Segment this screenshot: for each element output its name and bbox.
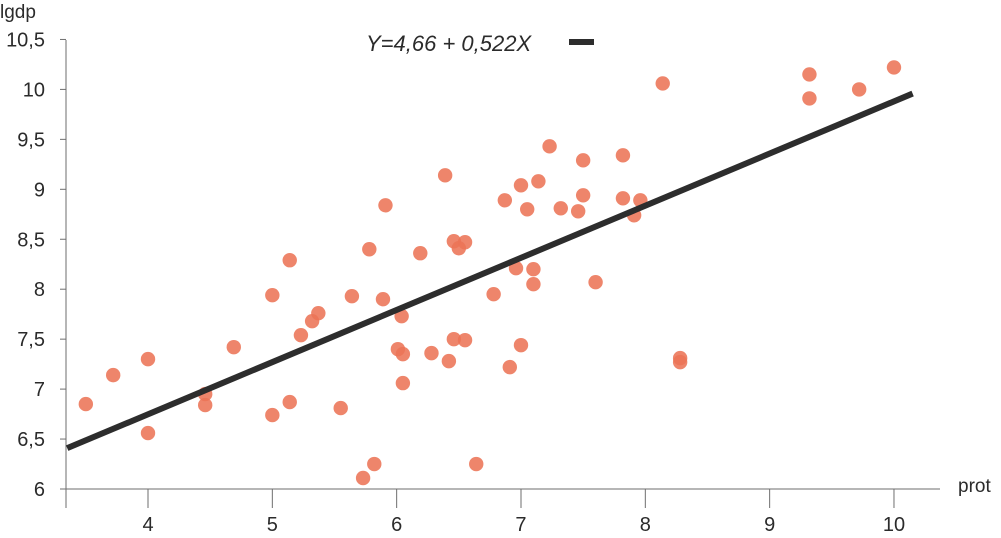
data-point [333, 400, 348, 416]
data-point [672, 354, 688, 370]
y-tick-label: 8 [34, 279, 45, 301]
legend: Y=4,66 + 0,522X [366, 31, 594, 56]
data-point [395, 346, 411, 362]
x-axis-label: prot [958, 476, 991, 497]
y-tick-label: 8,5 [17, 229, 45, 251]
data-point [78, 396, 94, 412]
legend-line-swatch [569, 39, 594, 45]
x-tick-label: 10 [883, 514, 905, 536]
data-point [520, 202, 535, 217]
x-tick-label: 5 [267, 514, 278, 536]
data-point [293, 327, 309, 343]
data-point [437, 168, 453, 183]
data-point [542, 139, 557, 154]
legend-equation: Y=4,66 + 0,522X [366, 31, 532, 56]
data-point [575, 153, 591, 168]
data-point [570, 204, 586, 219]
data-point [282, 394, 297, 410]
x-axis: prot 4 5 6 7 8 9 10 [66, 476, 991, 536]
data-point [526, 277, 541, 292]
data-point [531, 174, 546, 189]
data-point [615, 148, 631, 163]
data-point [140, 425, 156, 441]
y-tick-label: 7 [34, 379, 45, 401]
data-point [802, 67, 817, 82]
data-point [441, 353, 457, 369]
data-point [375, 291, 391, 307]
data-point [105, 367, 121, 383]
data-point [851, 82, 867, 97]
y-tick-label: 6,5 [17, 429, 45, 451]
y-ticks: 6 6,5 7 7,5 8 8,5 9 9,5 10 10,5 [6, 29, 66, 501]
data-point [367, 456, 382, 472]
data-point [886, 60, 902, 75]
data-point [197, 397, 213, 413]
data-point [424, 345, 439, 361]
data-points [78, 60, 902, 486]
data-point [311, 305, 326, 321]
data-point [486, 286, 501, 302]
data-point [378, 198, 393, 213]
data-point [226, 339, 241, 355]
data-point [457, 235, 473, 250]
y-tick-label: 9 [34, 179, 45, 201]
data-point [497, 193, 513, 208]
x-tick-label: 7 [515, 514, 526, 536]
x-ticks: 4 5 6 7 8 9 10 [142, 489, 905, 536]
data-point [469, 456, 484, 472]
data-point [502, 359, 518, 375]
data-point [802, 91, 817, 106]
data-point [282, 253, 297, 268]
regression-line [66, 90, 914, 451]
y-axis-label: lgdp [0, 2, 36, 23]
data-point [446, 331, 462, 347]
x-tick-label: 9 [764, 514, 775, 536]
data-point [362, 242, 377, 257]
y-tick-label: 10 [23, 79, 45, 101]
data-point [457, 332, 473, 348]
data-point [513, 178, 529, 193]
y-tick-label: 9,5 [17, 129, 45, 151]
data-point [615, 191, 631, 206]
x-tick-label: 6 [391, 514, 402, 536]
data-point [395, 375, 411, 391]
data-point [413, 246, 428, 261]
y-axis: lgdp 6 6,5 7 7,5 8 8,5 9 9,5 10 10,5 [0, 2, 67, 508]
x-tick-label: 4 [142, 514, 153, 536]
data-point [575, 188, 591, 203]
data-point [265, 407, 280, 423]
data-point [140, 351, 156, 367]
y-tick-label: 7,5 [17, 329, 45, 351]
data-point [526, 262, 541, 277]
data-point [355, 470, 371, 486]
data-point [553, 201, 568, 216]
data-point [513, 337, 529, 353]
data-point [588, 275, 603, 290]
x-tick-label: 8 [640, 514, 651, 536]
data-point [265, 287, 280, 303]
data-point [655, 76, 670, 91]
y-tick-label: 10,5 [6, 29, 45, 51]
y-tick-label: 6 [34, 479, 45, 501]
data-point [344, 288, 360, 304]
